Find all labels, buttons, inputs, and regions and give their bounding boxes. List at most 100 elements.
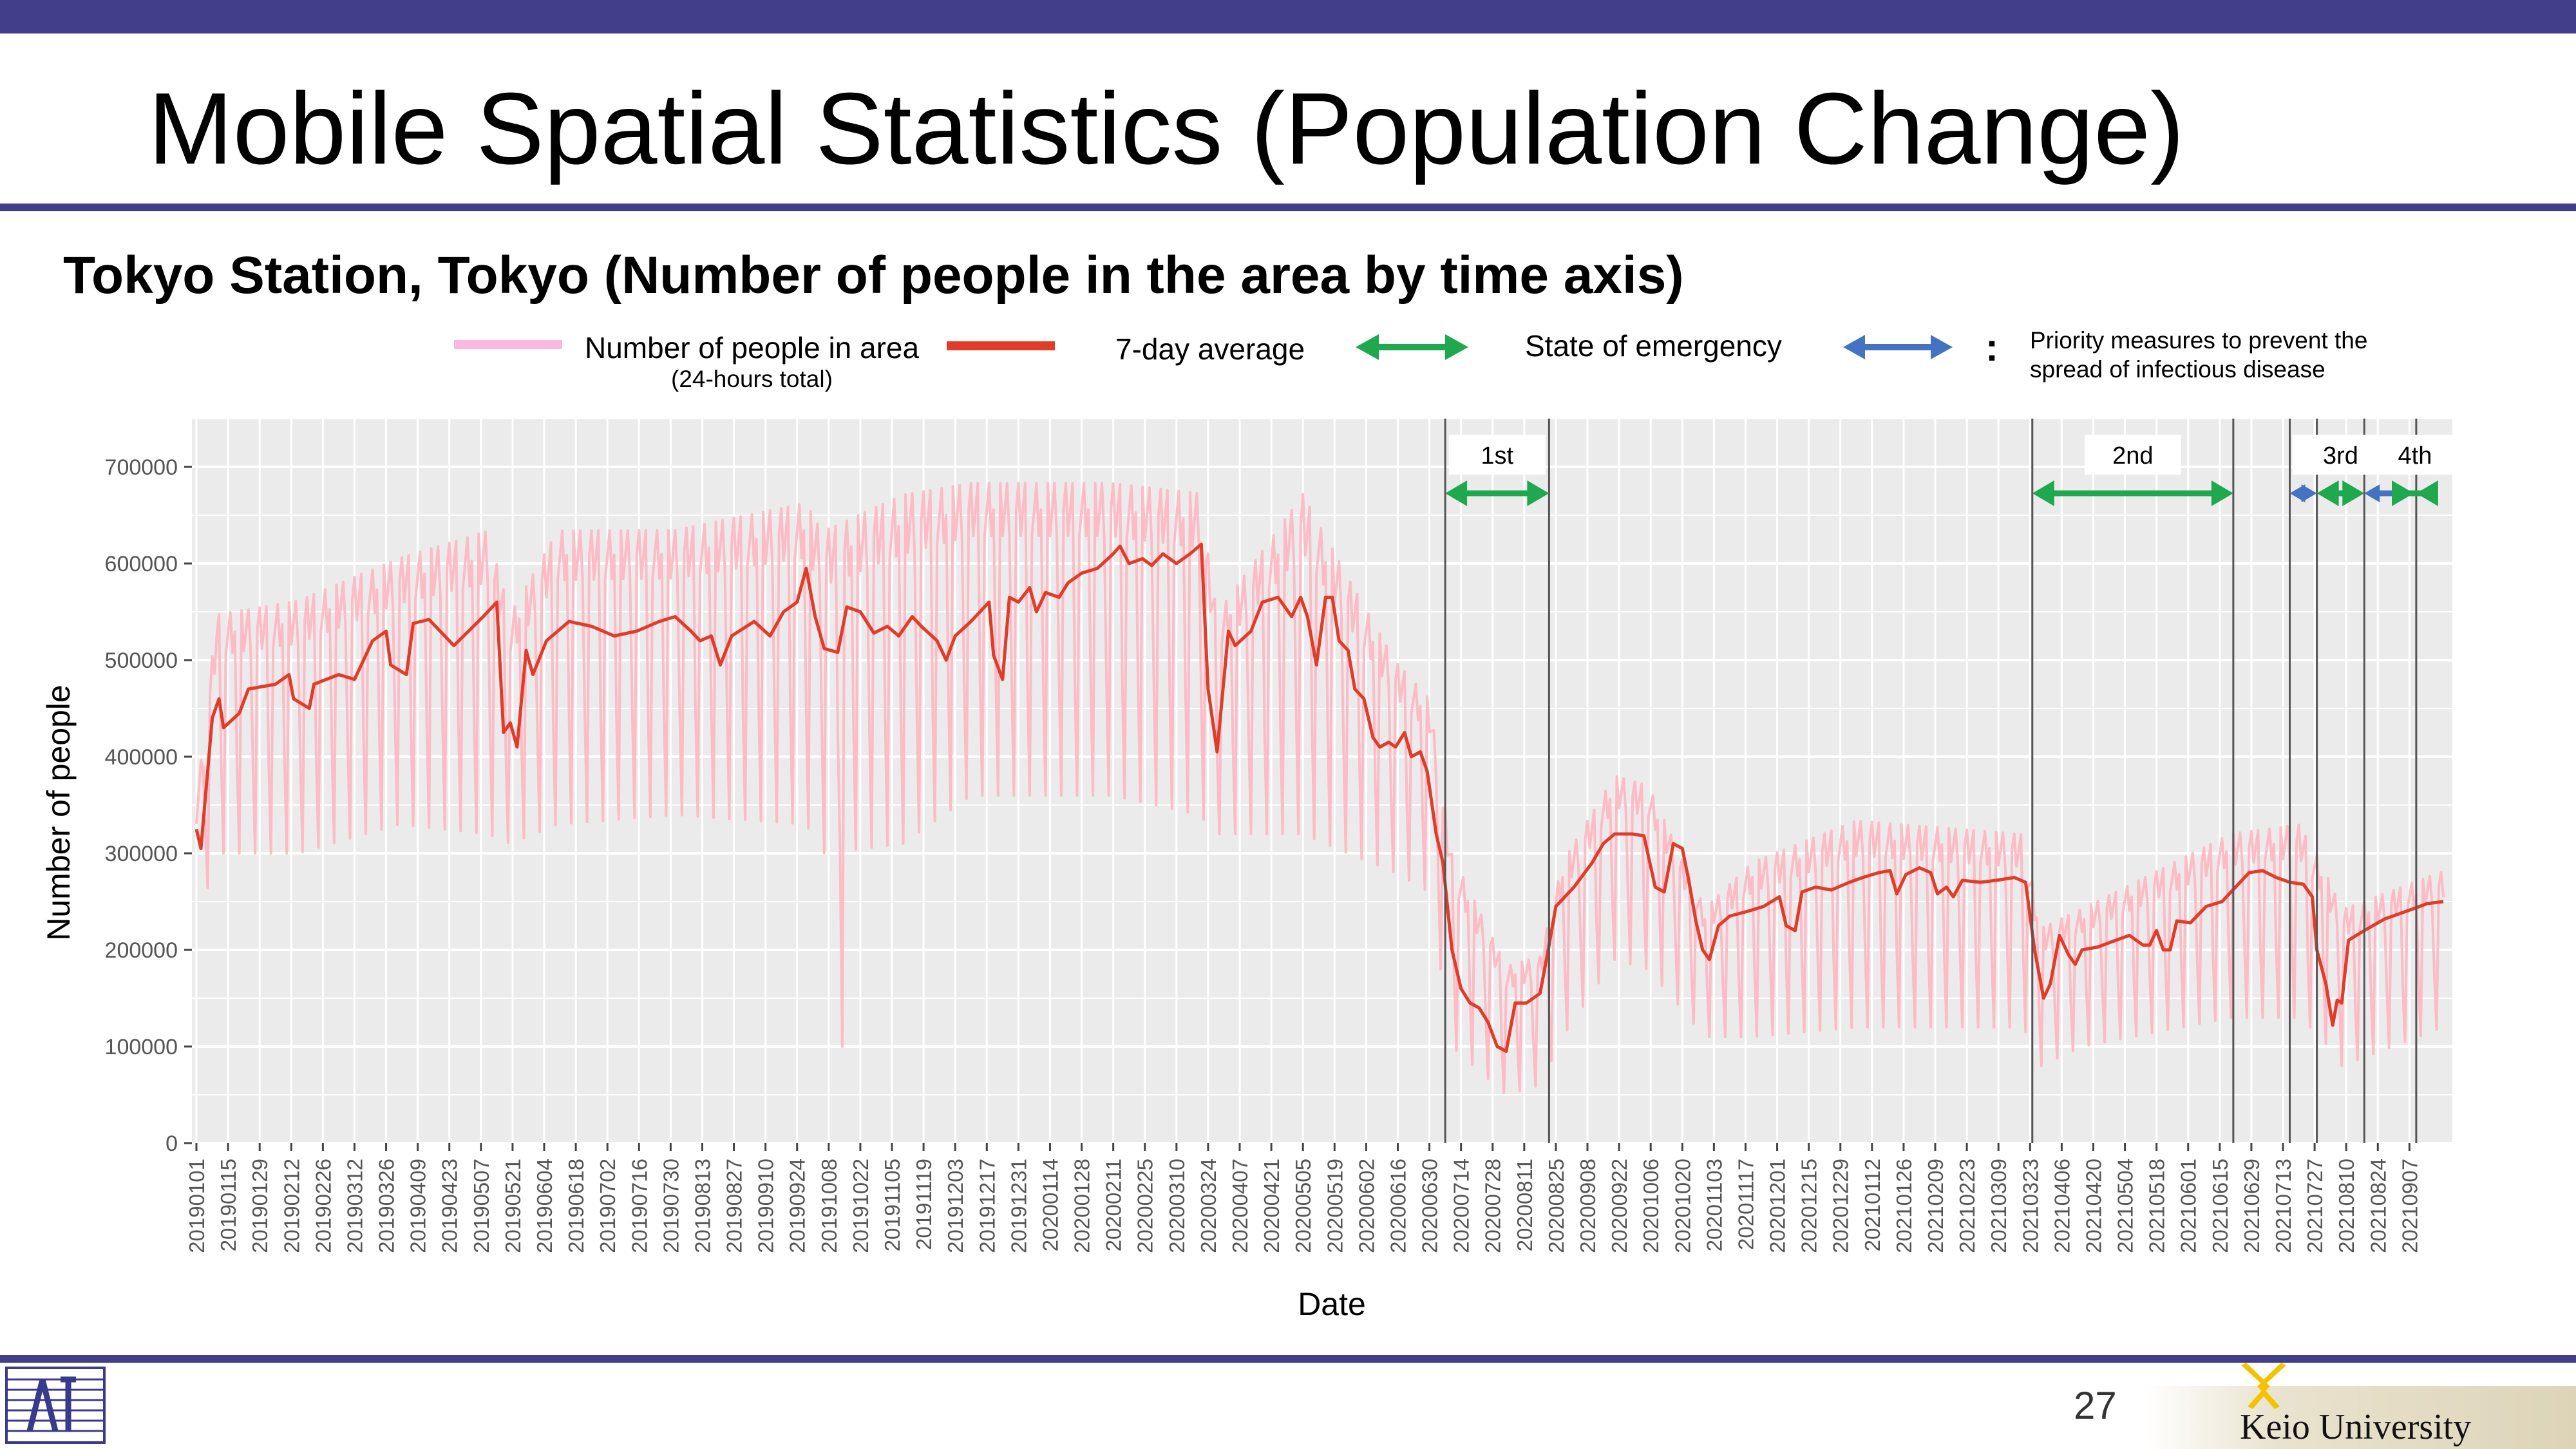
x-tick-label: 20201020 <box>1671 1159 1694 1253</box>
x-tick-label: 20201006 <box>1639 1159 1663 1253</box>
x-tick-label: 20200211 <box>1102 1159 1126 1251</box>
annotation-label-3rd: 3rd <box>2323 442 2358 469</box>
x-tick-label: 20190521 <box>501 1159 525 1253</box>
x-tick-label: 20191203 <box>943 1159 967 1253</box>
legend-raw-label: Number of people in area <box>585 331 920 365</box>
legend-priority-label-1: Priority measures to prevent the <box>2030 327 2368 354</box>
legend-priority-arrow-icon <box>1843 335 1953 359</box>
y-tick-label: 300000 <box>105 842 178 866</box>
x-tick-label: 20190730 <box>659 1159 683 1253</box>
x-tick-label: 20200616 <box>1386 1159 1410 1253</box>
x-tick-label: 20190312 <box>343 1159 366 1253</box>
y-tick-label: 200000 <box>105 938 178 963</box>
keio-banner <box>2145 1386 2576 1449</box>
emergency-arrow <box>2032 480 2233 506</box>
x-axis-label: Date <box>1298 1286 1366 1322</box>
institute-logo-icon <box>5 1367 106 1444</box>
x-tick-label: 20190604 <box>533 1159 556 1253</box>
x-tick-label: 20190924 <box>786 1159 810 1253</box>
x-tick-label: 20190212 <box>279 1159 303 1253</box>
x-tick-label: 20190827 <box>723 1159 746 1253</box>
emergency-arrow <box>1445 480 1549 506</box>
x-tick-label: 20200714 <box>1450 1159 1473 1253</box>
x-tick-label: 20200225 <box>1133 1159 1157 1253</box>
x-tick-label: 20190702 <box>596 1159 620 1253</box>
x-tick-label: 20210615 <box>2208 1159 2232 1253</box>
x-tick-label: 20190423 <box>438 1159 462 1253</box>
y-tick-label: 400000 <box>105 745 178 770</box>
arrow-head-left <box>2416 480 2438 506</box>
y-tick-label: 500000 <box>105 649 178 673</box>
x-tick-label: 20200310 <box>1165 1159 1189 1253</box>
x-tick-label: 20190409 <box>406 1159 430 1253</box>
x-tick-label: 20200505 <box>1291 1159 1315 1253</box>
legend-emergency-label: State of emergency <box>1525 329 1782 363</box>
x-tick-label: 20191231 <box>1007 1159 1030 1253</box>
x-tick-label: 20210309 <box>1987 1159 2011 1253</box>
arrow-head-left <box>1445 480 1468 506</box>
x-tick-label: 20200114 <box>1038 1159 1062 1251</box>
annotation-label-box <box>1448 435 1546 475</box>
arrow-head-right <box>2301 484 2317 502</box>
legend-avg-label: 7-day average <box>1115 332 1305 366</box>
y-tick-label: 700000 <box>105 455 178 480</box>
x-tick-label: 20210406 <box>2050 1159 2074 1253</box>
x-tick-label: 20200825 <box>1544 1159 1568 1253</box>
x-tick-label: 20190618 <box>564 1159 588 1253</box>
y-tick-label: 100000 <box>105 1035 178 1059</box>
emergency-arrow <box>2316 480 2365 506</box>
x-tick-label: 20200421 <box>1260 1159 1283 1253</box>
legend-raw-swatch <box>454 340 562 349</box>
x-tick-label: 20210112 <box>1861 1159 1884 1251</box>
x-tick-label: 20210601 <box>2177 1159 2201 1253</box>
x-tick-label: 20200324 <box>1197 1159 1220 1253</box>
arrow-head-left <box>2032 480 2054 506</box>
x-tick-label: 20210209 <box>1924 1159 1947 1253</box>
x-tick-label: 20200811 <box>1513 1159 1537 1251</box>
annotation-label-4th: 4th <box>2398 442 2432 469</box>
x-tick-label: 20201117 <box>1734 1159 1757 1250</box>
x-tick-label: 20191217 <box>975 1159 999 1253</box>
keio-pen-logo-icon <box>2241 1363 2286 1409</box>
x-tick-label: 20190101 <box>185 1159 209 1253</box>
y-tick-label: 600000 <box>105 552 178 576</box>
x-tick-label: 20200630 <box>1418 1159 1442 1253</box>
x-tick-label: 20191008 <box>817 1159 841 1253</box>
x-tick-label: 20190115 <box>216 1159 240 1251</box>
legend-raw-sublabel: (24-hours total) <box>671 366 833 392</box>
plot-background <box>192 419 2452 1143</box>
page-number: 27 <box>2074 1384 2117 1427</box>
slide-subtitle: Tokyo Station, Tokyo (Number of people i… <box>63 246 1684 305</box>
x-tick-label: 20190910 <box>754 1159 778 1253</box>
x-tick-label: 20200519 <box>1323 1159 1347 1253</box>
x-tick-label: 20191022 <box>849 1159 873 1253</box>
slide-title: Mobile Spatial Statistics (Population Ch… <box>148 72 2184 185</box>
x-tick-label: 20210713 <box>2271 1159 2295 1253</box>
footer-rule <box>0 1355 2576 1363</box>
arrow-head-right <box>2342 480 2365 506</box>
arrow-head-right <box>2211 480 2233 506</box>
legend-avg-swatch <box>947 341 1055 350</box>
arrow-head-left <box>2364 484 2380 502</box>
y-tick-label: 0 <box>166 1132 178 1156</box>
x-tick-label: 20210504 <box>2114 1159 2137 1253</box>
legend-emergency-arrow-icon <box>1356 334 1468 360</box>
x-tick-label: 20191105 <box>880 1159 904 1251</box>
annotation-label-box <box>2366 435 2463 475</box>
annotation-label-1st: 1st <box>1481 442 1513 469</box>
x-tick-label: 20190507 <box>469 1159 493 1253</box>
x-tick-label: 20210629 <box>2240 1159 2264 1253</box>
x-tick-label: 20200602 <box>1354 1159 1378 1253</box>
series-7-day-average <box>194 542 2444 1053</box>
annotation-label-2nd: 2nd <box>2112 442 2153 469</box>
x-tick-label: 20200128 <box>1070 1159 1094 1253</box>
x-tick-label: 20201201 <box>1766 1159 1790 1253</box>
x-tick-label: 20200908 <box>1576 1159 1600 1253</box>
arrow-head-left <box>2289 484 2306 502</box>
x-tick-label: 20210518 <box>2145 1159 2169 1253</box>
x-tick-label: 20201229 <box>1829 1159 1853 1253</box>
emergency-arrow <box>2392 480 2438 506</box>
arrow-head-left <box>2316 480 2339 506</box>
x-tick-label: 20210323 <box>2018 1159 2042 1253</box>
title-rule <box>0 204 2576 211</box>
